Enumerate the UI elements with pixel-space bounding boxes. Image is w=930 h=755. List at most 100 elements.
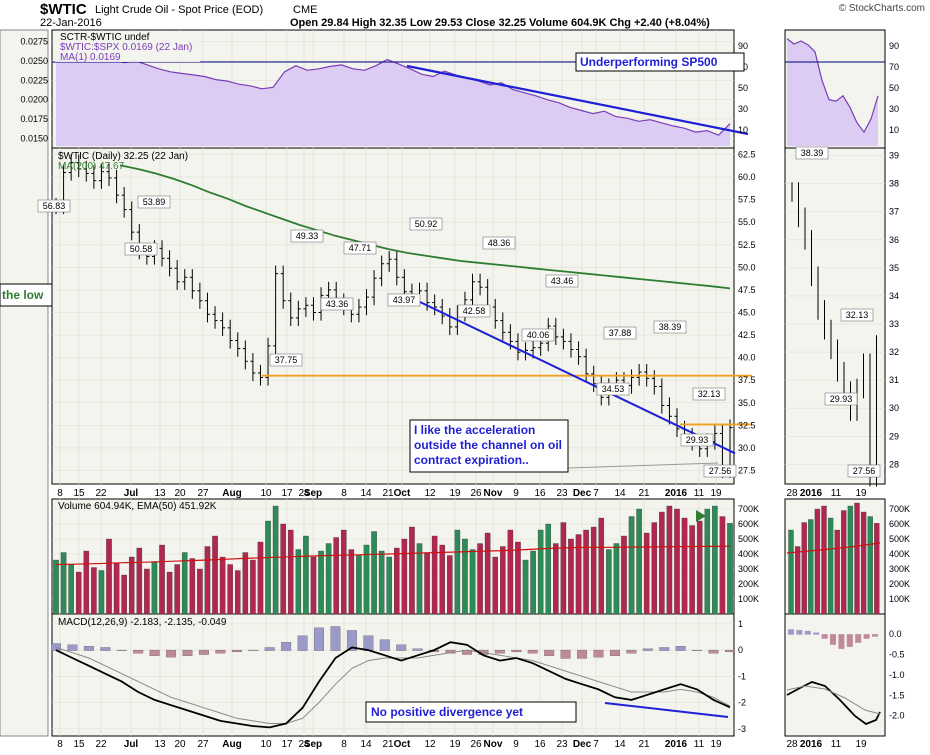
price-label: 32.13 bbox=[698, 389, 721, 399]
acceleration-box bbox=[409, 419, 569, 473]
x-tick-label: 13 bbox=[154, 488, 166, 499]
volume-panel-bg bbox=[51, 498, 735, 615]
volume-bar bbox=[83, 550, 90, 615]
macd-histogram-bar bbox=[264, 647, 275, 651]
volume-bar bbox=[681, 517, 688, 615]
volume-bar bbox=[606, 549, 612, 615]
volume-bar bbox=[530, 550, 536, 615]
inset-macd-tick: -1.0 bbox=[889, 670, 905, 680]
volume-bar bbox=[310, 556, 317, 615]
inset-volume-bar bbox=[867, 516, 873, 615]
price-label-box bbox=[124, 242, 158, 256]
macd-histogram-bar bbox=[396, 644, 407, 651]
price-y-tick: 40.0 bbox=[738, 353, 756, 363]
x-tick-label: 10 bbox=[260, 488, 272, 499]
relative-legend-3: MA(1) 0.0169 bbox=[60, 52, 121, 63]
relative-right-tick: 50 bbox=[738, 83, 748, 93]
price-label: 34.53 bbox=[602, 384, 625, 394]
inset-price-label: 32.13 bbox=[846, 310, 869, 320]
x-tick-label: 9 bbox=[513, 488, 519, 499]
inset-macd-hist bbox=[872, 634, 878, 637]
macd-histogram-bar bbox=[708, 649, 719, 654]
inset-volume-bar bbox=[827, 517, 834, 615]
price-label-box bbox=[387, 293, 421, 307]
price-label: 43.46 bbox=[551, 276, 574, 286]
macd-divergence-line bbox=[604, 702, 729, 718]
inset-volume-bar bbox=[847, 505, 854, 615]
macd-histogram-bar bbox=[133, 649, 144, 654]
x-tick-label-bottom: Jul bbox=[124, 739, 139, 750]
macd-histogram-bar bbox=[527, 649, 538, 654]
volume-bar bbox=[227, 564, 233, 615]
volume-bar bbox=[447, 555, 453, 615]
volume-bar bbox=[598, 517, 605, 615]
inset-volume-tick: 200K bbox=[889, 579, 910, 589]
inset-relative-tick: 90 bbox=[889, 41, 899, 51]
price-label: 50.92 bbox=[415, 219, 438, 229]
macd-histogram-bar bbox=[297, 635, 308, 651]
volume-bar bbox=[287, 529, 294, 615]
volume-bar bbox=[234, 570, 241, 615]
volume-bar bbox=[416, 543, 423, 615]
x-tick-label: Jul bbox=[124, 488, 139, 499]
volume-bar bbox=[204, 546, 211, 615]
macd-histogram-bar bbox=[330, 626, 341, 651]
volume-bar bbox=[560, 522, 567, 615]
instrument-name: Light Crude Oil - Spot Price (EOD) bbox=[95, 4, 263, 16]
macd-histogram-bar bbox=[51, 643, 61, 651]
volume-bar bbox=[68, 564, 74, 615]
x-tick-label-bottom: 13 bbox=[154, 739, 166, 750]
macd-y-tick: 0 bbox=[738, 645, 743, 655]
macd-line bbox=[55, 641, 731, 729]
inset-macd-hist bbox=[804, 630, 811, 635]
price-y-tick: 27.5 bbox=[738, 465, 756, 475]
acceleration-text-line2: outside the channel on oil bbox=[414, 438, 562, 452]
inset-volume-tick: 700K bbox=[889, 504, 910, 514]
macd-histogram-bar bbox=[281, 642, 292, 651]
inset-y-tick: 35 bbox=[889, 263, 899, 273]
inset-macd-hist bbox=[846, 634, 853, 647]
macd-histogram-bar bbox=[215, 649, 226, 654]
price-y-tick: 32.5 bbox=[738, 420, 756, 430]
volume-bar bbox=[91, 567, 97, 615]
price-label: 42.58 bbox=[463, 306, 486, 316]
volume-layer bbox=[53, 505, 733, 615]
x-tick-label: 26 bbox=[470, 488, 482, 499]
macd-histogram-bar bbox=[116, 649, 127, 651]
volume-bar bbox=[522, 559, 529, 615]
price-label: 43.97 bbox=[393, 295, 416, 305]
price-label-box bbox=[290, 229, 324, 243]
x-tick-label-bottom: 12 bbox=[424, 739, 436, 750]
inset-y-tick: 32 bbox=[889, 347, 899, 357]
macd-histogram-bar bbox=[544, 649, 555, 656]
inset-volume-bar bbox=[801, 522, 807, 615]
volume-bar bbox=[424, 552, 430, 615]
inset-volume-ema bbox=[786, 542, 881, 554]
price-label: 29.93 bbox=[686, 435, 709, 445]
price-label: 37.88 bbox=[609, 328, 632, 338]
volume-bar bbox=[356, 555, 362, 615]
volume-bar bbox=[128, 556, 135, 615]
price-label-box bbox=[653, 320, 687, 334]
macd-histogram-bar bbox=[248, 649, 259, 651]
macd-histogram-bar bbox=[642, 648, 653, 651]
inset-macd-hist bbox=[821, 634, 828, 639]
price-label: 43.36 bbox=[326, 299, 349, 309]
volume-bar bbox=[636, 508, 642, 615]
macd-histogram-bar bbox=[725, 649, 735, 653]
x-tick-label: Nov bbox=[484, 488, 503, 499]
macd-y-tick: -3 bbox=[738, 724, 746, 734]
x-tick-label-bottom: Nov bbox=[484, 739, 503, 750]
volume-bar bbox=[545, 523, 552, 615]
inset-price-label: 38.39 bbox=[801, 148, 824, 158]
axis-layer: 8815152222JulJul131320202727AugAug101017… bbox=[20, 37, 910, 750]
volume-bar bbox=[60, 552, 67, 615]
inset-x-label: 19 bbox=[855, 488, 867, 499]
macd-histogram-bar bbox=[231, 649, 242, 653]
price-label: 49.33 bbox=[296, 231, 319, 241]
inset-x-label: 28 bbox=[786, 488, 798, 499]
volume-bar bbox=[75, 571, 82, 615]
volume-bar bbox=[151, 561, 158, 615]
macd-histogram-bar bbox=[379, 639, 390, 651]
inset-macd-tick: -0.5 bbox=[889, 650, 905, 660]
